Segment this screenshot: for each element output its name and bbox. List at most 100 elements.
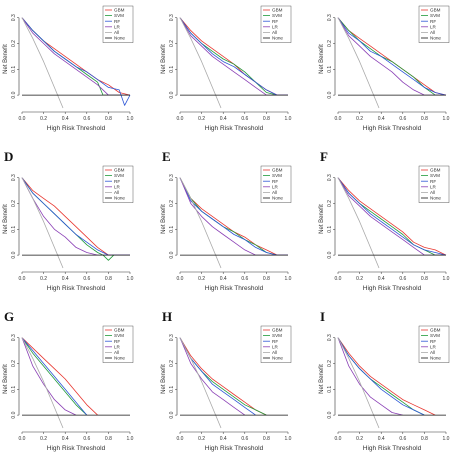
y-tick-label: 0.1 xyxy=(169,226,175,233)
x-tick-label: 1.0 xyxy=(127,116,134,122)
legend-entry: SVM xyxy=(114,333,124,338)
x-tick-label: 0.0 xyxy=(177,116,184,122)
x-tick-label: 1.0 xyxy=(443,276,450,282)
y-tick-label: 0.2 xyxy=(327,360,333,367)
x-tick-label: 0.0 xyxy=(19,276,26,282)
legend-entry: All xyxy=(114,350,119,355)
panel-label: I xyxy=(320,309,326,324)
x-tick-label: 0.6 xyxy=(399,436,406,442)
x-axis-label: High Risk Threshold xyxy=(205,445,264,452)
series-group xyxy=(21,177,130,269)
legend-entry: RF xyxy=(114,179,120,184)
y-tick-label: 0.0 xyxy=(11,91,17,98)
legend-box xyxy=(102,5,134,43)
series-line-svm xyxy=(21,337,88,416)
chart-svg: 0.0 0.1 0.2 0.3 0.0 0.2 0.4 0.6 0.8 1.0 Net Benefi… xyxy=(161,5,292,132)
legend-entry: LR xyxy=(114,344,121,349)
legend-entry: RF xyxy=(272,339,278,344)
legend-entry: LR xyxy=(430,344,437,349)
series-group xyxy=(337,177,447,269)
chart-svg: 0.0 0.1 0.2 0.3 0.0 0.2 0.4 0.6 0.8 1.0 Net Benefi… xyxy=(319,5,450,132)
chart-panel: D 0.0 0.1 0.2 0.3 0.0 0.2 0.4 0.6 0.8 1.0 Net Benef… xyxy=(0,149,158,310)
series-line-rf xyxy=(337,177,447,256)
legend-entry: None xyxy=(272,36,283,41)
legend-entry: LR xyxy=(430,24,437,29)
legend-entry: GBM xyxy=(114,328,125,333)
legend-box xyxy=(260,165,292,203)
legend-entry: All xyxy=(272,30,277,35)
chart-panel: 0.0 0.1 0.2 0.3 0.0 0.2 0.4 0.6 0.8 1.0 Net Benefi… xyxy=(316,0,474,150)
x-tick-label: 0.8 xyxy=(421,436,428,442)
x-tick-label: 1.0 xyxy=(127,276,134,282)
y-axis-label: Net Benefit xyxy=(319,364,325,394)
series-line-all xyxy=(21,177,64,269)
y-tick-label: 0.0 xyxy=(169,251,175,258)
legend-entry: SVM xyxy=(114,13,124,18)
chart-panel: F 0.0 0.1 0.2 0.3 0.0 0.2 0.4 0.6 0.8 1.0 Net Benef… xyxy=(316,149,474,310)
legend-entry: None xyxy=(430,356,441,361)
legend-entry: LR xyxy=(272,24,279,29)
legend-entry: GBM xyxy=(114,8,125,13)
x-tick-label: 1.0 xyxy=(285,436,292,442)
legend-box xyxy=(418,325,450,363)
y-tick-label: 0.3 xyxy=(169,174,175,181)
legend-entry: RF xyxy=(430,19,436,24)
series-line-all xyxy=(337,17,380,109)
chart-panel: 0.0 0.1 0.2 0.3 0.0 0.2 0.4 0.6 0.8 1.0 Net Benefi… xyxy=(0,0,158,150)
panel-label: D xyxy=(4,149,14,164)
legend-entry: GBM xyxy=(272,168,283,173)
y-tick-label: 0.2 xyxy=(169,360,175,367)
legend-entry: GBM xyxy=(272,8,283,13)
series-line-lr xyxy=(179,17,288,96)
legend-entry: SVM xyxy=(430,333,440,338)
legend-entry: GBM xyxy=(430,8,441,13)
x-tick-label: 0.6 xyxy=(83,436,90,442)
x-tick-label: 0.6 xyxy=(399,116,406,122)
y-tick-label: 0.2 xyxy=(169,40,175,47)
y-tick-label: 0.1 xyxy=(11,226,17,233)
legend-entry: None xyxy=(114,196,125,201)
legend-entry: LR xyxy=(272,184,279,189)
legend-entry: SVM xyxy=(430,13,440,18)
y-axis-label: Net Benefit xyxy=(3,204,9,234)
x-tick-label: 0.8 xyxy=(263,436,270,442)
legend-entry: GBM xyxy=(430,328,441,333)
y-tick-label: 0.2 xyxy=(11,360,17,367)
series-line-all xyxy=(179,17,222,109)
x-tick-label: 0.2 xyxy=(198,436,205,442)
y-axis-label: Net Benefit xyxy=(161,44,167,74)
y-tick-label: 0.0 xyxy=(327,411,333,418)
y-tick-label: 0.2 xyxy=(327,40,333,47)
chart-svg: 0.0 0.1 0.2 0.3 0.0 0.2 0.4 0.6 0.8 1.0 Net Benefi… xyxy=(3,325,134,452)
chart-svg: 0.0 0.1 0.2 0.3 0.0 0.2 0.4 0.6 0.8 1.0 Net Benefi… xyxy=(161,325,292,452)
chart-panel: H 0.0 0.1 0.2 0.3 0.0 0.2 0.4 0.6 0.8 1.0 Net Benef… xyxy=(158,309,316,470)
series-group xyxy=(179,177,288,269)
y-tick-label: 0.3 xyxy=(327,174,333,181)
legend-entry: None xyxy=(430,36,441,41)
x-tick-label: 0.2 xyxy=(356,276,363,282)
legend-entry: GBM xyxy=(272,328,283,333)
legend-box xyxy=(260,325,292,363)
chart-svg: 0.0 0.1 0.2 0.3 0.0 0.2 0.4 0.6 0.8 1.0 Net Benefi… xyxy=(3,165,134,292)
x-tick-label: 0.6 xyxy=(399,276,406,282)
legend-entry: RF xyxy=(272,19,278,24)
x-axis-label: High Risk Threshold xyxy=(363,285,422,292)
y-tick-label: 0.3 xyxy=(169,334,175,341)
series-line-lr xyxy=(21,337,77,416)
y-tick-label: 0.2 xyxy=(11,200,17,207)
y-axis-label: Net Benefit xyxy=(161,364,167,394)
x-tick-label: 0.0 xyxy=(335,436,342,442)
x-tick-label: 0.2 xyxy=(356,116,363,122)
x-tick-label: 0.4 xyxy=(62,116,69,122)
chart-svg: 0.0 0.1 0.2 0.3 0.0 0.2 0.4 0.6 0.8 1.0 Net Benefi… xyxy=(3,5,134,132)
legend-entry: All xyxy=(114,190,119,195)
legend-entry: None xyxy=(272,196,283,201)
legend-entry: All xyxy=(272,350,277,355)
y-tick-label: 0.3 xyxy=(327,334,333,341)
x-tick-label: 0.0 xyxy=(335,116,342,122)
legend-entry: None xyxy=(430,196,441,201)
y-axis-label: Net Benefit xyxy=(3,364,9,394)
x-tick-label: 0.4 xyxy=(378,276,385,282)
series-line-lr xyxy=(337,17,446,96)
